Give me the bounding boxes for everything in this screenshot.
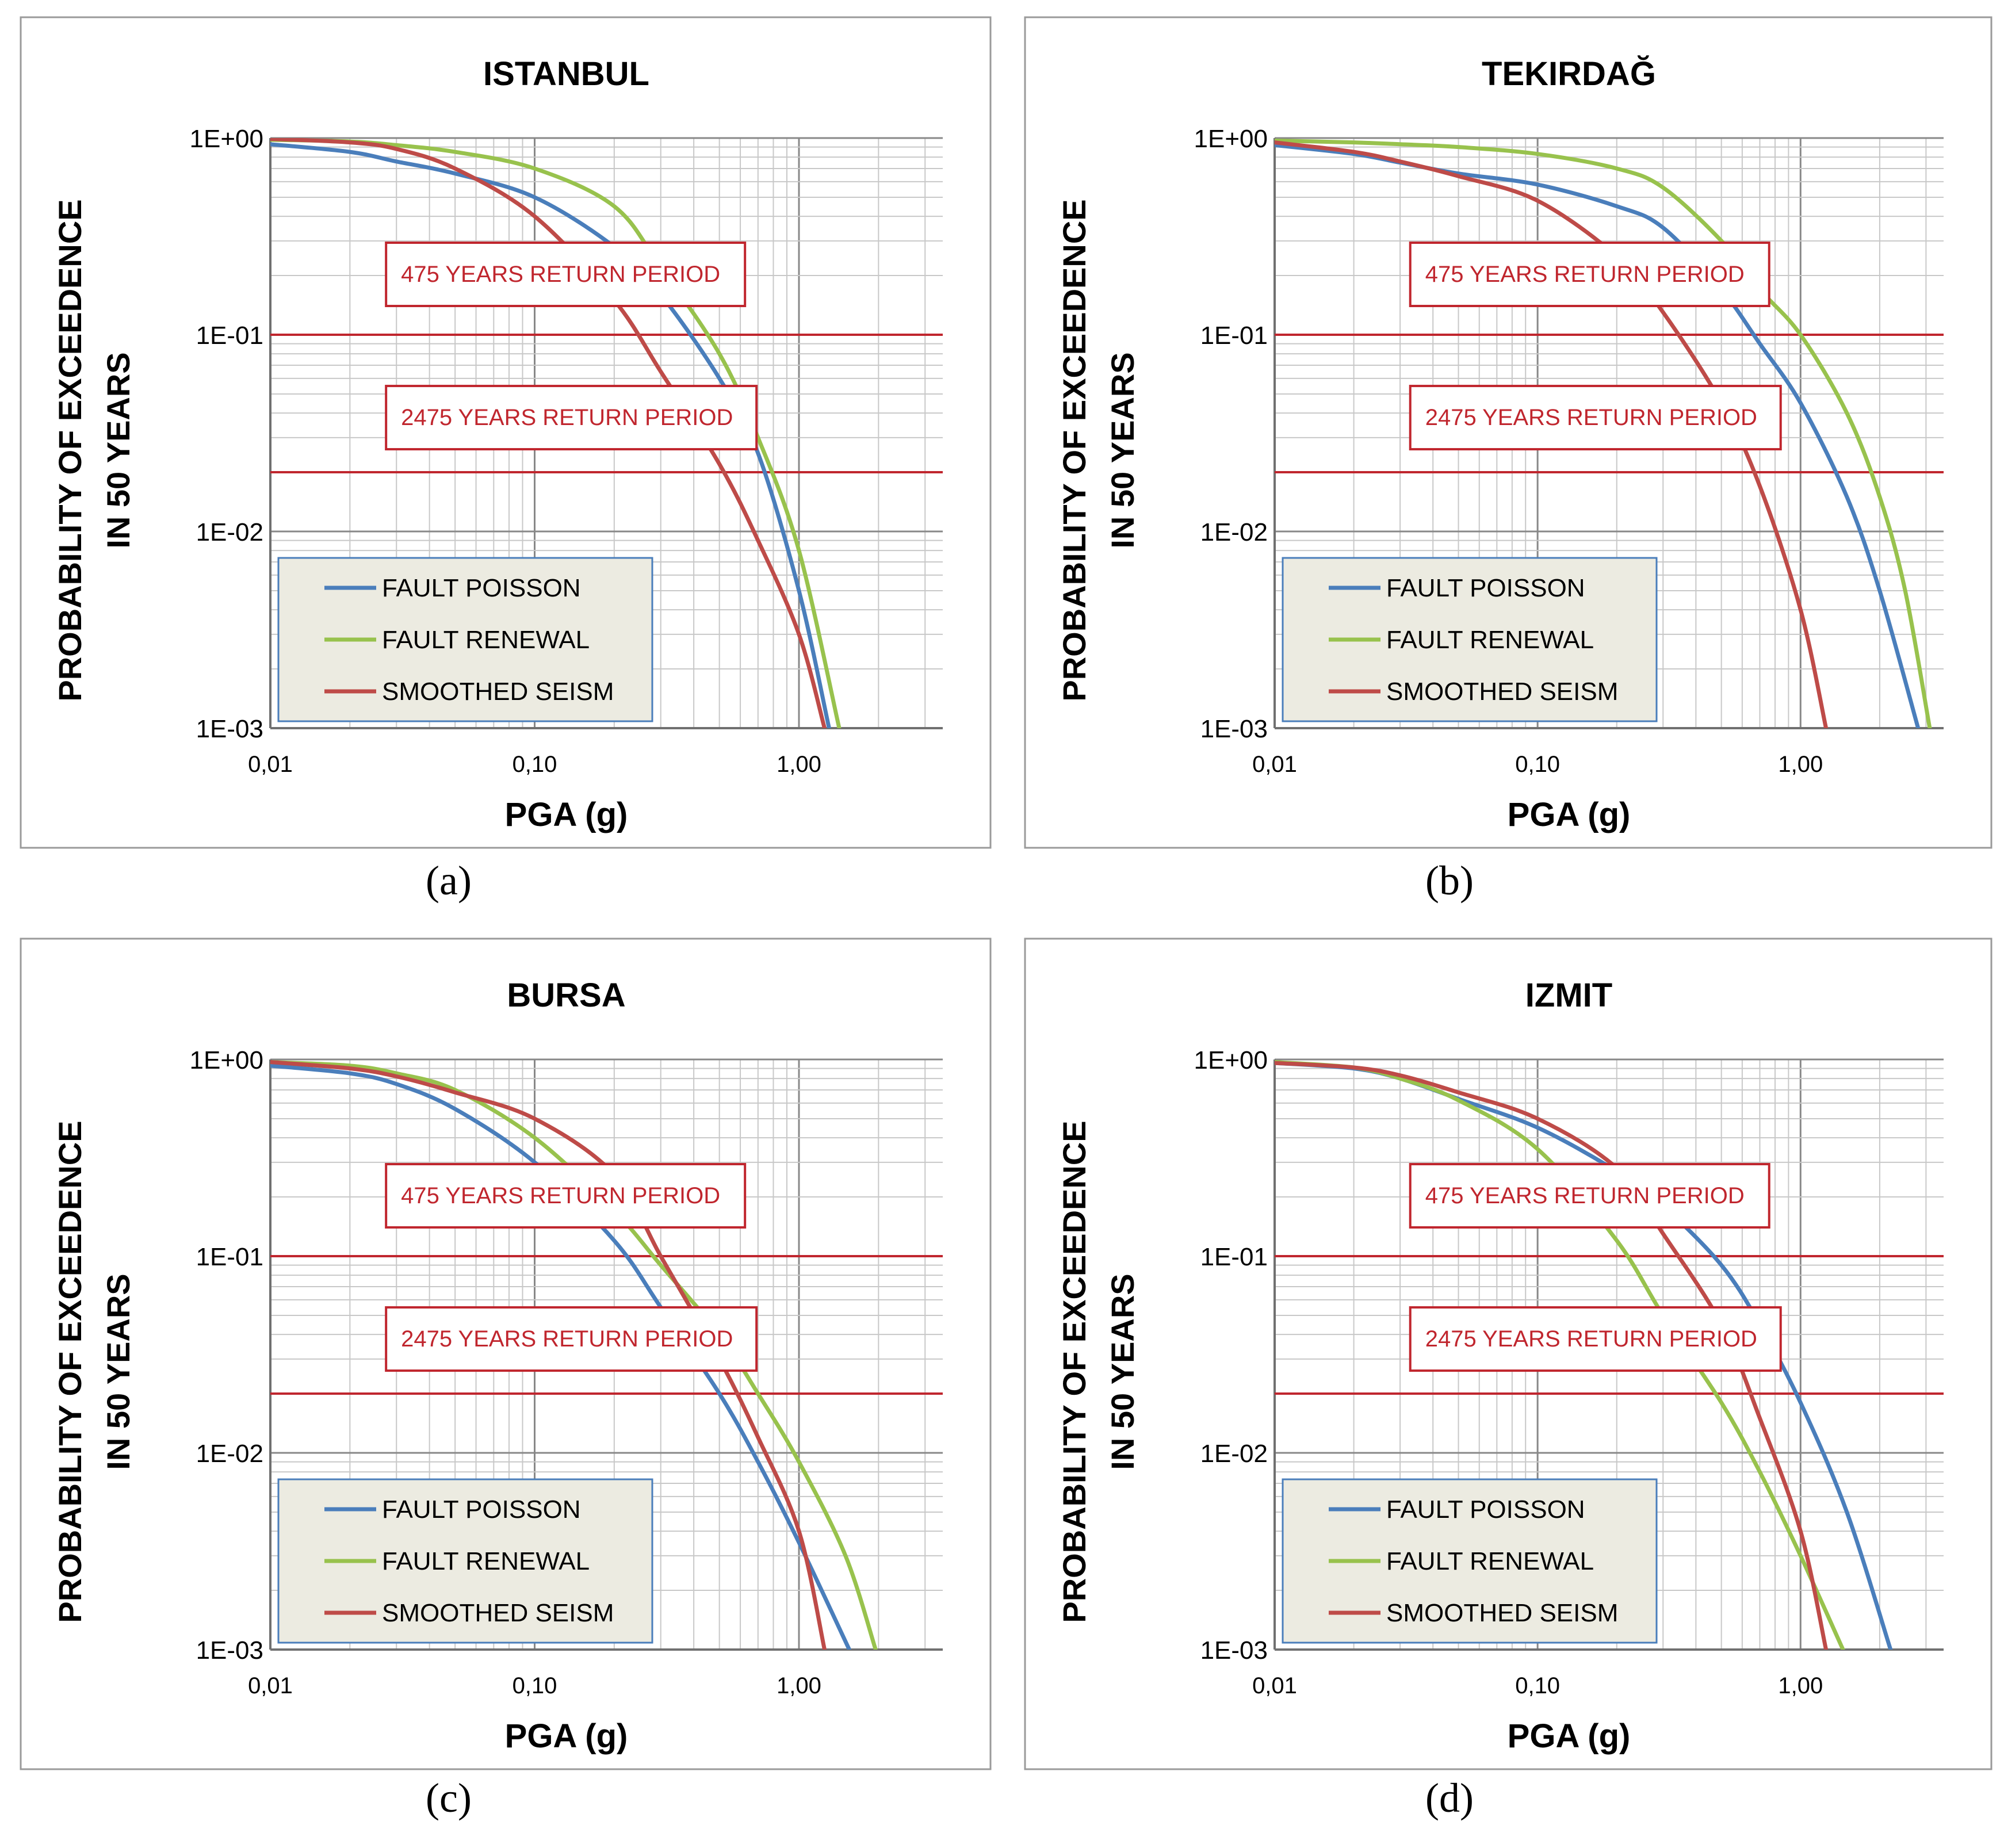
legend-label: FAULT POISSON xyxy=(382,574,581,602)
y-axis-label: IN 50 YEARS xyxy=(1104,1273,1141,1470)
legend-label: FAULT RENEWAL xyxy=(1386,626,1594,654)
reference-label-box xyxy=(1409,1306,1782,1372)
series-line-fault-renewal xyxy=(270,138,842,728)
y-axis-label: IN 50 YEARS xyxy=(100,1273,136,1470)
reference-label-box xyxy=(385,385,758,451)
y-axis-label: PROBABILITY OF EXCEEDENCE xyxy=(1056,1120,1092,1623)
x-tick-label: 0,10 xyxy=(513,1673,557,1698)
chart-izmit: IZMIT 1E+00 1E-01 1E-02 1E-03 0,01 0,10 1,00 PGA… xyxy=(1024,938,1992,1770)
y-tick-label: 1E+00 xyxy=(1194,1046,1268,1074)
reference-label: 2475 YEARS RETURN PERIOD xyxy=(1425,405,1757,430)
y-tick-label: 1E-01 xyxy=(196,322,263,350)
legend: FAULT POISSON FAULT RENEWAL SMOOTHED SEISM xyxy=(277,1478,653,1644)
x-axis-label: PGA (g) xyxy=(1508,796,1631,833)
reference-label-box xyxy=(385,1306,758,1372)
y-tick-label: 1E-01 xyxy=(1200,1243,1268,1271)
legend-label: SMOOTHED SEISM xyxy=(382,678,614,706)
series-line-fault-poisson xyxy=(270,1063,851,1650)
legend: FAULT POISSON FAULT RENEWAL SMOOTHED SEISM xyxy=(1282,1478,1658,1644)
caption-a: (a) xyxy=(426,858,472,904)
y-tick-label: 1E-02 xyxy=(1200,518,1268,546)
series-line-fault-renewal xyxy=(1275,139,1932,728)
x-tick-label: 0,01 xyxy=(1252,1673,1297,1698)
reference-label: 475 YEARS RETURN PERIOD xyxy=(401,1183,720,1208)
reference-label-box xyxy=(1409,385,1782,451)
chart-bursa: BURSA 1E+00 1E-01 1E-02 1E-03 0,01 0,10 1,00 PGA… xyxy=(20,938,992,1770)
legend-label: FAULT RENEWAL xyxy=(382,626,590,654)
legend-label: FAULT POISSON xyxy=(1386,1495,1585,1524)
legend-label: SMOOTHED SEISM xyxy=(1386,1599,1618,1627)
reference-label: 475 YEARS RETURN PERIOD xyxy=(1425,1183,1745,1208)
x-tick-label: 0,10 xyxy=(513,752,557,777)
y-tick-label: 1E+00 xyxy=(190,125,263,153)
chart-title: BURSA xyxy=(507,977,625,1014)
reference-label-box xyxy=(385,1163,747,1229)
reference-label: 2475 YEARS RETURN PERIOD xyxy=(401,1326,733,1352)
legend: FAULT POISSON FAULT RENEWAL SMOOTHED SEISM xyxy=(1282,557,1658,722)
x-tick-label: 0,01 xyxy=(1252,752,1297,777)
y-axis-label: PROBABILITY OF EXCEEDENCE xyxy=(1056,199,1092,701)
y-tick-label: 1E-03 xyxy=(196,1636,263,1665)
y-tick-label: 1E-02 xyxy=(1200,1440,1268,1468)
x-tick-label: 0,10 xyxy=(1515,752,1560,777)
series-line-smoothed-seism xyxy=(270,138,827,728)
x-tick-label: 1,00 xyxy=(1778,752,1823,777)
x-tick-label: 1,00 xyxy=(777,752,821,777)
y-tick-label: 1E-01 xyxy=(196,1243,263,1271)
y-tick-label: 1E-03 xyxy=(196,715,263,743)
y-tick-label: 1E-01 xyxy=(1200,322,1268,350)
x-tick-label: 0,10 xyxy=(1515,1673,1560,1698)
x-tick-label: 0,01 xyxy=(248,1673,293,1698)
reference-label-box xyxy=(1409,242,1770,307)
y-tick-label: 1E+00 xyxy=(190,1046,263,1074)
x-axis-label: PGA (g) xyxy=(1508,1717,1631,1755)
caption-c: (c) xyxy=(426,1775,472,1821)
legend-label: FAULT POISSON xyxy=(1386,574,1585,602)
legend-label: FAULT RENEWAL xyxy=(1386,1547,1594,1575)
y-axis-label: IN 50 YEARS xyxy=(100,352,136,548)
series-line-fault-renewal xyxy=(270,1060,878,1650)
legend: FAULT POISSON FAULT RENEWAL SMOOTHED SEISM xyxy=(277,557,653,722)
y-tick-label: 1E-02 xyxy=(196,1440,263,1468)
reference-label: 475 YEARS RETURN PERIOD xyxy=(1425,262,1745,287)
x-tick-label: 0,01 xyxy=(248,752,293,777)
y-tick-label: 1E-03 xyxy=(1200,1636,1268,1665)
caption-d: (d) xyxy=(1425,1775,1474,1821)
y-tick-label: 1E-02 xyxy=(196,518,263,546)
chart-title: IZMIT xyxy=(1525,977,1612,1014)
legend-label: SMOOTHED SEISM xyxy=(1386,678,1618,706)
x-axis-label: PGA (g) xyxy=(505,796,628,833)
caption-b: (b) xyxy=(1425,858,1474,904)
y-axis-label: IN 50 YEARS xyxy=(1104,352,1141,548)
x-axis-label: PGA (g) xyxy=(505,1717,628,1755)
x-tick-label: 1,00 xyxy=(1778,1673,1823,1698)
reference-label-box xyxy=(385,242,747,307)
chart-istanbul: ISTANBUL 1E+00 1E-01 1E-02 1E-03 0,01 0,10 1,00… xyxy=(20,16,992,849)
chart-title: TEKIRDAĞ xyxy=(1482,55,1656,93)
chart-title: ISTANBUL xyxy=(483,55,649,93)
series-line-fault-renewal xyxy=(1275,1060,1845,1650)
legend-label: SMOOTHED SEISM xyxy=(382,1599,614,1627)
chart-tekirdag: TEKIRDAĞ 1E+00 1E-01 1E-02 1E-03 0,01 0,10 1,00… xyxy=(1024,16,1992,849)
reference-label-box xyxy=(1409,1163,1770,1229)
y-tick-label: 1E-03 xyxy=(1200,715,1268,743)
y-tick-label: 1E+00 xyxy=(1194,125,1268,153)
y-axis-label: PROBABILITY OF EXCEEDENCE xyxy=(52,199,88,701)
reference-label: 2475 YEARS RETURN PERIOD xyxy=(401,405,733,430)
x-tick-label: 1,00 xyxy=(777,1673,821,1698)
reference-label: 475 YEARS RETURN PERIOD xyxy=(401,262,720,287)
legend-label: FAULT RENEWAL xyxy=(382,1547,590,1575)
legend-label: FAULT POISSON xyxy=(382,1495,581,1524)
y-axis-label: PROBABILITY OF EXCEEDENCE xyxy=(52,1120,88,1623)
reference-label: 2475 YEARS RETURN PERIOD xyxy=(1425,1326,1757,1352)
